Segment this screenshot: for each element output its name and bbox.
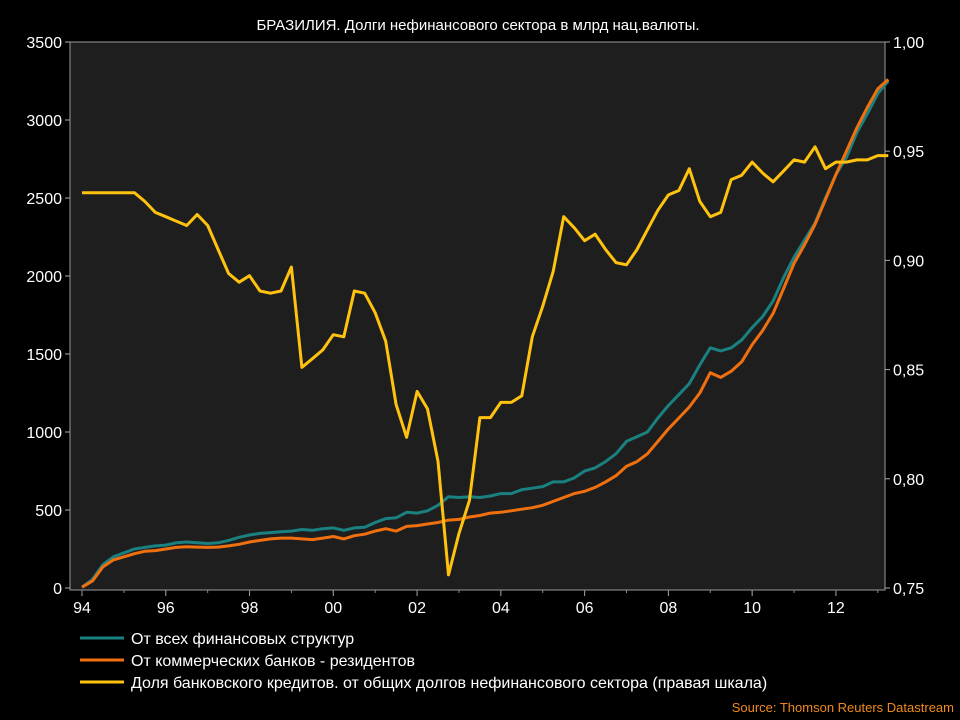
chart-title: БРАЗИЛИЯ. Долги нефинансового сектора в …	[256, 17, 699, 34]
series-layer	[81, 78, 890, 589]
series-line-3	[82, 145, 889, 577]
left-tick-label: 3500	[26, 35, 62, 52]
legend-label: От коммерческих банков - резидентов	[131, 653, 415, 670]
left-tick-label: 1500	[26, 347, 62, 364]
x-tick-label: 96	[157, 600, 175, 617]
x-tick-label: 00	[324, 600, 342, 617]
right-axis: 0,75 0,80 0,85 0,90 0,95 1,00	[885, 35, 924, 598]
right-tick-label: 0,75	[893, 581, 924, 598]
series-line-1	[81, 80, 890, 589]
series-line-2	[81, 78, 890, 589]
source-note: Source: Thomson Reuters Datastream	[732, 700, 954, 715]
right-tick-label: 0,95	[893, 144, 924, 161]
right-tick-label: 0,85	[893, 363, 924, 380]
legend-label: Доля банковского кредитов. от общих долг…	[131, 675, 767, 692]
left-tick-label: 1000	[26, 425, 62, 442]
x-tick-label: 10	[743, 600, 761, 617]
legend: От всех финансовых структур От коммерческ…	[80, 631, 767, 692]
right-tick-label: 1,00	[893, 35, 924, 52]
x-tick-label: 98	[241, 600, 259, 617]
x-tick-label: 12	[827, 600, 845, 617]
x-tick-label: 02	[408, 600, 426, 617]
x-tick-label: 08	[659, 600, 677, 617]
right-tick-label: 0,80	[893, 472, 924, 489]
left-tick-label: 3000	[26, 113, 62, 130]
x-axis: 94 96 98 00 02 04 06 08 10 12	[73, 590, 879, 617]
left-tick-label: 2000	[26, 269, 62, 286]
x-tick-label: 94	[73, 600, 91, 617]
left-tick-label: 2500	[26, 191, 62, 208]
left-axis: 0 500 1000 1500 2000 2500 3000 3500	[26, 35, 70, 598]
right-tick-label: 0,90	[893, 253, 924, 270]
x-tick-label: 04	[492, 600, 510, 617]
x-tick-label: 06	[576, 600, 594, 617]
left-tick-label: 0	[53, 581, 62, 598]
left-tick-label: 500	[35, 503, 62, 520]
legend-label: От всех финансовых структур	[131, 631, 354, 648]
